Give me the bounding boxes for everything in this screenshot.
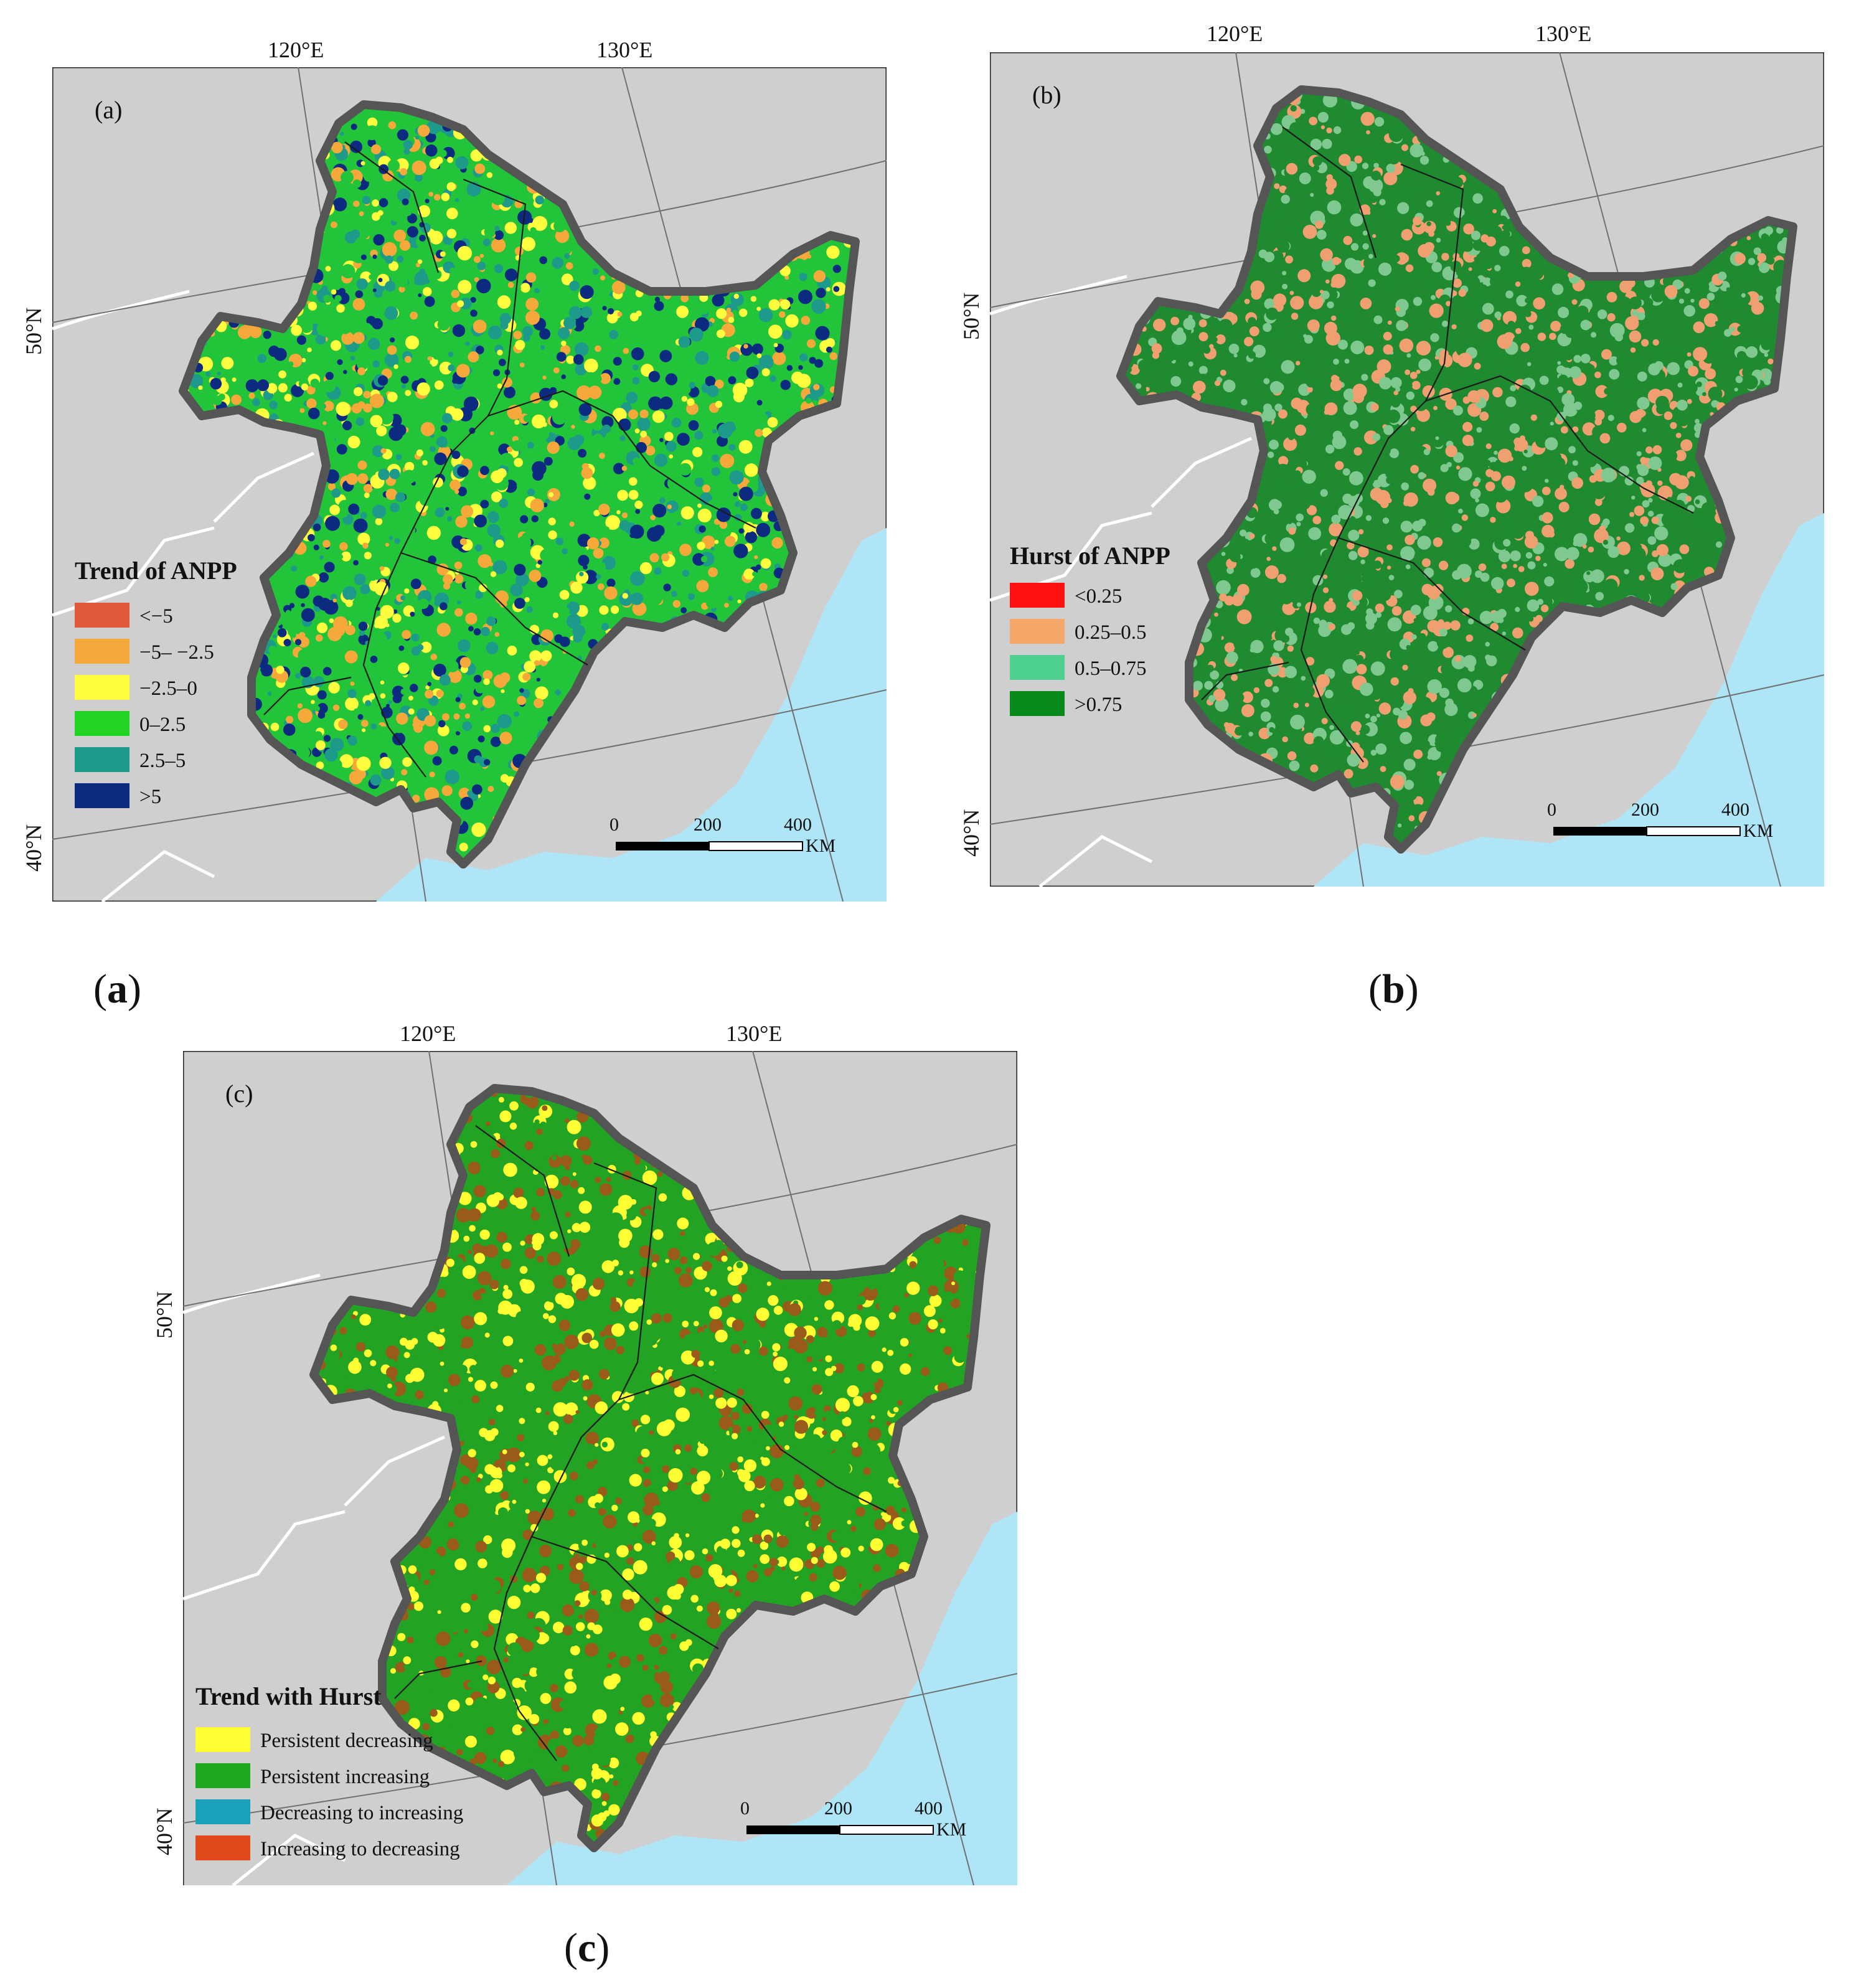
panel-a-legend: Trend of ANPP <−5 −5– −2.5 −2.5–0 0–2.5 2.5–… — [75, 557, 237, 808]
legend-label: −2.5–0 — [139, 677, 197, 700]
panel-b-caption: (b) — [1368, 966, 1419, 1012]
panel-c-tag: (c) — [225, 1080, 253, 1108]
legend-label: >5 — [139, 786, 161, 808]
panel-c-caption: (c) — [564, 1925, 609, 1971]
legend-swatch — [1010, 619, 1065, 644]
panel-b: (b) Hurst of ANPP <0.25 0.25–0.5 0.5–0.75 >… — [990, 52, 1824, 887]
legend-label: 0.5–0.75 — [1075, 657, 1147, 680]
legend-label: 0–2.5 — [139, 714, 186, 736]
panel-a-lon-130: 130°E — [596, 37, 652, 62]
panel-b-province-borders — [1201, 126, 1694, 763]
legend-label: Persistent decreasing — [260, 1730, 433, 1752]
legend-label: −5– −2.5 — [139, 641, 214, 664]
legend-swatch — [75, 783, 129, 808]
panel-a-caption: (a) — [93, 966, 141, 1012]
panel-b-scale-unit: KM — [1743, 821, 1773, 841]
panel-b-scale-200: 200 — [1631, 799, 1659, 820]
panel-a-scale-white — [708, 841, 803, 851]
panel-b-sea — [1314, 513, 1824, 887]
panel-a-scale-0: 0 — [609, 814, 619, 835]
panel-b-lat-50: 50°N — [959, 293, 984, 340]
panel-b-scale-0: 0 — [1547, 799, 1556, 820]
legend-swatch — [195, 1799, 250, 1824]
panel-c-scale-unit: KM — [936, 1819, 966, 1840]
legend-label: Persistent increasing — [260, 1766, 430, 1788]
panel-c-lon-130: 130°E — [726, 1021, 782, 1046]
panel-a-lat-50: 50°N — [21, 308, 46, 355]
panel-a-scale-bar: 0 200 400 KM — [609, 814, 835, 856]
panel-c-scale-200: 200 — [824, 1798, 852, 1819]
panel-c-scale-400: 400 — [915, 1798, 943, 1819]
legend-swatch — [1010, 691, 1065, 716]
panel-c-lat-50: 50°N — [152, 1291, 177, 1339]
panel-c-scale-bar: 0 200 400 KM — [740, 1798, 966, 1840]
panel-b-tag: (b) — [1032, 81, 1061, 109]
panel-a-scale-400: 400 — [784, 814, 812, 835]
legend-swatch — [75, 747, 129, 772]
panel-c-province-borders — [394, 1125, 887, 1761]
panel-b-scale-bar: 0 200 400 KM — [1547, 799, 1773, 841]
panel-a-lon-120: 120°E — [268, 37, 324, 62]
legend-label: Decreasing to increasing — [260, 1802, 463, 1824]
panel-b-lon-120: 120°E — [1207, 21, 1263, 46]
legend-label: >0.75 — [1075, 694, 1122, 716]
panel-c-legend: Trend with Hurst Persistent decreasing Pe… — [195, 1682, 463, 1860]
legend-swatch — [195, 1763, 250, 1788]
panel-c-scale-black — [746, 1825, 840, 1834]
panel-a: (a) Trend of ANPP <−5 −5– −2.5 −2.5–0 0–2.5… — [52, 67, 887, 902]
panel-b-scale-white — [1646, 826, 1741, 836]
legend-label: 0.25–0.5 — [1075, 621, 1147, 644]
panel-b-lat-40: 40°N — [959, 809, 984, 857]
legend-label: <0.25 — [1075, 585, 1122, 608]
panel-b-scale-black — [1553, 827, 1647, 836]
legend-swatch — [75, 711, 129, 736]
panel-a-legend-title: Trend of ANPP — [75, 557, 237, 585]
panel-a-sea — [376, 528, 887, 902]
panel-c-legend-title: Trend with Hurst — [195, 1682, 382, 1710]
panel-b-lon-130: 130°E — [1535, 21, 1591, 46]
legend-swatch — [75, 639, 129, 664]
panel-a-lat-40: 40°N — [21, 824, 46, 872]
panel-c-lon-120: 120°E — [400, 1021, 456, 1046]
panel-b-legend: Hurst of ANPP <0.25 0.25–0.5 0.5–0.75 >0.75 — [1010, 542, 1170, 716]
legend-label: Increasing to decreasing — [260, 1838, 460, 1860]
panel-a-scale-200: 200 — [694, 814, 722, 835]
panel-a-scale-black — [616, 842, 709, 850]
legend-swatch — [195, 1727, 250, 1752]
legend-swatch — [1010, 655, 1065, 680]
legend-swatch — [1010, 583, 1065, 608]
panel-c-lat-40: 40°N — [152, 1808, 177, 1855]
panel-a-province-borders — [263, 141, 756, 778]
legend-label: 2.5–5 — [139, 750, 186, 772]
panel-c-sea — [507, 1512, 1017, 1885]
legend-swatch — [75, 675, 129, 700]
panel-b-legend-title: Hurst of ANPP — [1010, 542, 1170, 570]
legend-label: <−5 — [139, 605, 173, 628]
panel-c-scale-0: 0 — [740, 1798, 750, 1819]
legend-swatch — [75, 603, 129, 628]
legend-swatch — [195, 1835, 250, 1860]
panel-b-scale-400: 400 — [1721, 799, 1749, 820]
panel-a-tag: (a) — [95, 96, 122, 124]
panel-c-scale-white — [839, 1825, 934, 1835]
panel-c: (c) Trend with Hurst Persistent decreasi… — [183, 1051, 1017, 1885]
panel-a-scale-unit: KM — [806, 836, 835, 856]
